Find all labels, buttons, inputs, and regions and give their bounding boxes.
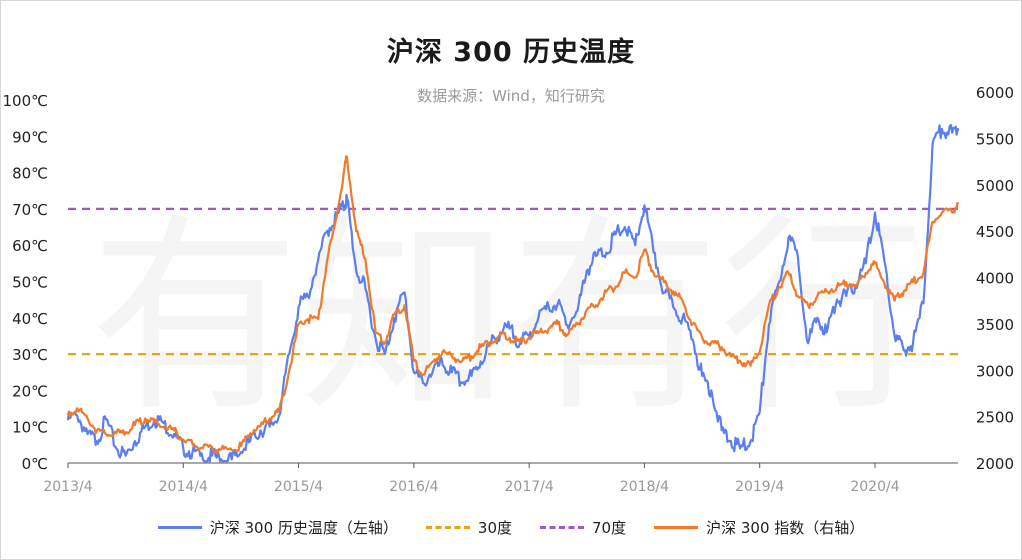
series-line-index: [66, 155, 960, 454]
legend-label-70: 70度: [592, 519, 627, 537]
chart-svg: 有知有行 2013/42014/42015/42016/42017/42018/…: [3, 84, 1014, 495]
x-tick-label: 2015/4: [274, 479, 323, 495]
legend-swatch-70: [540, 526, 584, 529]
chart-title: 沪深 300 历史温度: [386, 37, 636, 68]
y-right-tick-label: 3500: [976, 316, 1014, 334]
y-left-tick-label: 80℃: [12, 165, 48, 183]
x-tick-label: 2018/4: [620, 479, 669, 495]
y-left-tick-label: 20℃: [12, 382, 48, 400]
legend-item-temperature[interactable]: 沪深 300 历史温度（左轴）: [157, 517, 398, 538]
x-tick-label: 2016/4: [389, 479, 438, 495]
y-left-tick-label: 10℃: [12, 419, 48, 437]
legend-label-index: 沪深 300 指数（右轴）: [706, 519, 865, 537]
y-right-tick-label: 5000: [976, 177, 1014, 195]
y-left-tick-label: 0℃: [22, 455, 48, 473]
y-right-tick-label: 3000: [976, 362, 1014, 380]
legend-item-70[interactable]: 70度: [540, 517, 626, 538]
legend-swatch-index: [654, 526, 699, 529]
x-tick-label: 2019/4: [735, 479, 784, 495]
y-right-tick-label: 6000: [976, 84, 1014, 102]
y-left-tick-label: 60℃: [12, 237, 48, 255]
legend-label-30: 30度: [477, 519, 512, 537]
y-left-tick-label: 40℃: [12, 310, 48, 328]
chart-subtitle: 数据来源：Wind，知行研究: [417, 87, 605, 105]
x-tick-label: 2017/4: [505, 479, 554, 495]
y-left-tick-label: 30℃: [12, 346, 48, 364]
legend-swatch-30: [425, 526, 470, 529]
axes-layer: 2013/4 2014/4 2015/4 2016/4 2017/4 2018/4 2019…: [3, 84, 1014, 495]
y-right-tick-label: 5500: [976, 130, 1014, 148]
y-left-tick-label: 50℃: [12, 274, 48, 292]
legend-label-temperature: 沪深 300 历史温度（左轴）: [209, 519, 398, 537]
legend-item-30[interactable]: 30度: [425, 517, 512, 538]
x-tick-label: 2013/4: [43, 479, 92, 495]
x-tick-label: 2014/4: [159, 479, 208, 495]
x-tick-label: 2020/4: [850, 479, 899, 495]
y-left-tick-label: 90℃: [12, 128, 48, 146]
y-right-tick-label: 4000: [976, 270, 1014, 288]
y-right-tick-label: 2000: [976, 455, 1014, 473]
y-left-tick-label: 100℃: [3, 92, 48, 110]
chart-legend: 沪深 300 历史温度（左轴） 30度 70度 沪深 300 指数（右轴）: [0, 517, 1022, 538]
y-left-tick-label: 70℃: [12, 201, 48, 219]
legend-item-index[interactable]: 沪深 300 指数（右轴）: [654, 517, 864, 538]
y-right-tick-label: 2500: [976, 409, 1014, 427]
legend-swatch-temperature: [157, 526, 202, 529]
series-layer: [66, 123, 960, 463]
y-right-tick-label: 4500: [976, 223, 1014, 241]
series-line-temperature: [66, 123, 960, 463]
